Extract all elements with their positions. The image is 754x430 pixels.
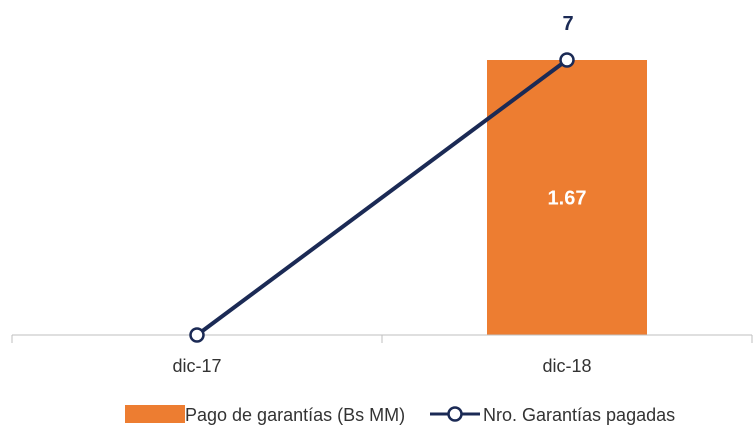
bar-data-label: 1.67: [548, 188, 587, 210]
legend-label-line: Nro. Garantías pagadas: [483, 405, 675, 425]
legend-label-bar: Pago de garantías (Bs MM): [185, 405, 405, 425]
line-series-path: [195, 58, 569, 337]
legend-swatch-bar: [125, 405, 185, 423]
line-data-label: 7: [562, 13, 573, 35]
legend-marker-circle-icon: [447, 406, 463, 422]
bar-dic-18: [487, 60, 647, 335]
plot-area: 1.67 dic-17 dic-18 7: [11, 13, 753, 376]
x-tick-label: dic-17: [172, 356, 221, 376]
x-tick-label: dic-18: [542, 356, 591, 376]
line-point-dic-17: [189, 327, 205, 343]
line-point-dic-18: [559, 52, 575, 68]
legend: Pago de garantías (Bs MM) Nro. Garantías …: [125, 405, 675, 425]
